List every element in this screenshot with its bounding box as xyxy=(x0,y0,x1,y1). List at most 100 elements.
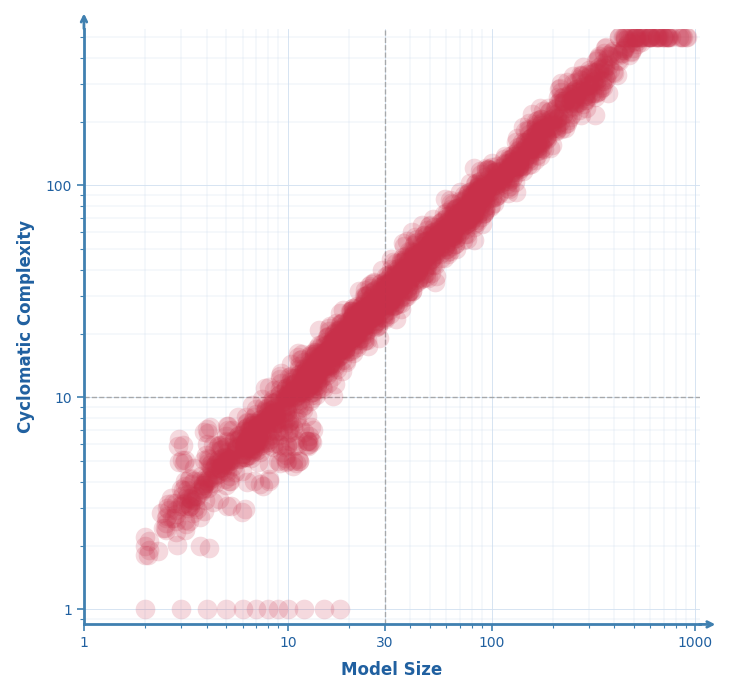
Point xyxy=(397,285,409,296)
Point xyxy=(320,369,332,380)
Point xyxy=(410,262,421,274)
Point xyxy=(521,147,533,158)
Point xyxy=(231,430,243,441)
Point xyxy=(470,177,482,189)
Point xyxy=(403,267,415,278)
Point xyxy=(504,167,515,178)
Point xyxy=(626,47,637,58)
Point xyxy=(343,330,355,341)
Point xyxy=(680,32,691,43)
Point xyxy=(449,208,461,219)
Point xyxy=(420,261,432,272)
Point xyxy=(351,327,363,338)
Point xyxy=(358,285,370,296)
Point xyxy=(248,476,260,487)
Point xyxy=(483,164,495,175)
Point xyxy=(623,49,635,61)
Point xyxy=(280,383,292,394)
Point xyxy=(179,455,191,466)
Point xyxy=(612,49,623,60)
Point xyxy=(523,155,535,166)
Point xyxy=(258,438,270,449)
Point xyxy=(288,384,300,395)
Point xyxy=(472,184,484,196)
Point xyxy=(593,50,605,61)
Point xyxy=(462,202,474,213)
Point xyxy=(408,264,420,275)
Point xyxy=(336,317,347,329)
Point xyxy=(350,326,362,338)
Point xyxy=(542,132,553,143)
Point xyxy=(320,354,331,365)
Point xyxy=(407,285,418,296)
Point xyxy=(364,306,376,317)
Point xyxy=(469,198,480,209)
Point xyxy=(294,354,306,365)
Point xyxy=(341,324,353,335)
Point xyxy=(318,347,329,358)
Point xyxy=(584,79,596,90)
Point xyxy=(514,150,526,161)
Point xyxy=(179,514,191,525)
Point xyxy=(352,316,364,327)
Point xyxy=(547,112,558,123)
Point xyxy=(496,165,507,176)
Point xyxy=(477,180,488,191)
Point xyxy=(323,348,335,359)
Point xyxy=(187,491,199,502)
Point xyxy=(264,381,275,393)
Point xyxy=(172,440,184,451)
Point xyxy=(481,183,493,194)
Point xyxy=(364,319,375,330)
Point xyxy=(416,244,428,255)
Point xyxy=(478,193,490,204)
Point xyxy=(387,292,399,303)
Point xyxy=(347,331,358,342)
Point xyxy=(444,226,456,237)
Point xyxy=(434,221,445,232)
Point xyxy=(399,264,411,275)
Point xyxy=(357,325,369,336)
Point xyxy=(449,238,461,249)
Point xyxy=(389,291,401,302)
Point xyxy=(522,159,534,171)
Point xyxy=(347,344,359,355)
Point xyxy=(456,197,468,208)
Point xyxy=(588,76,599,87)
Point xyxy=(617,32,629,43)
Point xyxy=(682,32,694,43)
Point xyxy=(418,248,429,259)
Point xyxy=(429,230,440,241)
Point xyxy=(611,70,623,81)
Point xyxy=(384,290,396,301)
Point xyxy=(635,36,647,47)
Point xyxy=(585,68,597,79)
Point xyxy=(182,500,193,511)
Point xyxy=(453,207,464,219)
Point xyxy=(536,136,548,148)
Point xyxy=(241,418,253,429)
Point xyxy=(268,384,280,395)
Point xyxy=(607,66,618,77)
Point xyxy=(263,475,274,487)
Point xyxy=(476,218,488,229)
Point xyxy=(478,208,490,219)
Point xyxy=(222,455,234,466)
Point xyxy=(337,340,349,351)
Point xyxy=(442,222,453,233)
Point xyxy=(435,226,447,237)
Point xyxy=(239,451,251,462)
Point xyxy=(489,180,501,191)
Point xyxy=(517,145,529,157)
Point xyxy=(217,461,228,473)
Point xyxy=(594,63,606,74)
Point xyxy=(385,300,397,311)
Point xyxy=(185,497,197,508)
Point xyxy=(301,436,312,447)
Point xyxy=(361,308,372,319)
Point xyxy=(354,310,366,321)
Point xyxy=(383,299,394,310)
Point xyxy=(413,272,425,283)
Point xyxy=(214,444,226,455)
Point xyxy=(378,291,390,302)
